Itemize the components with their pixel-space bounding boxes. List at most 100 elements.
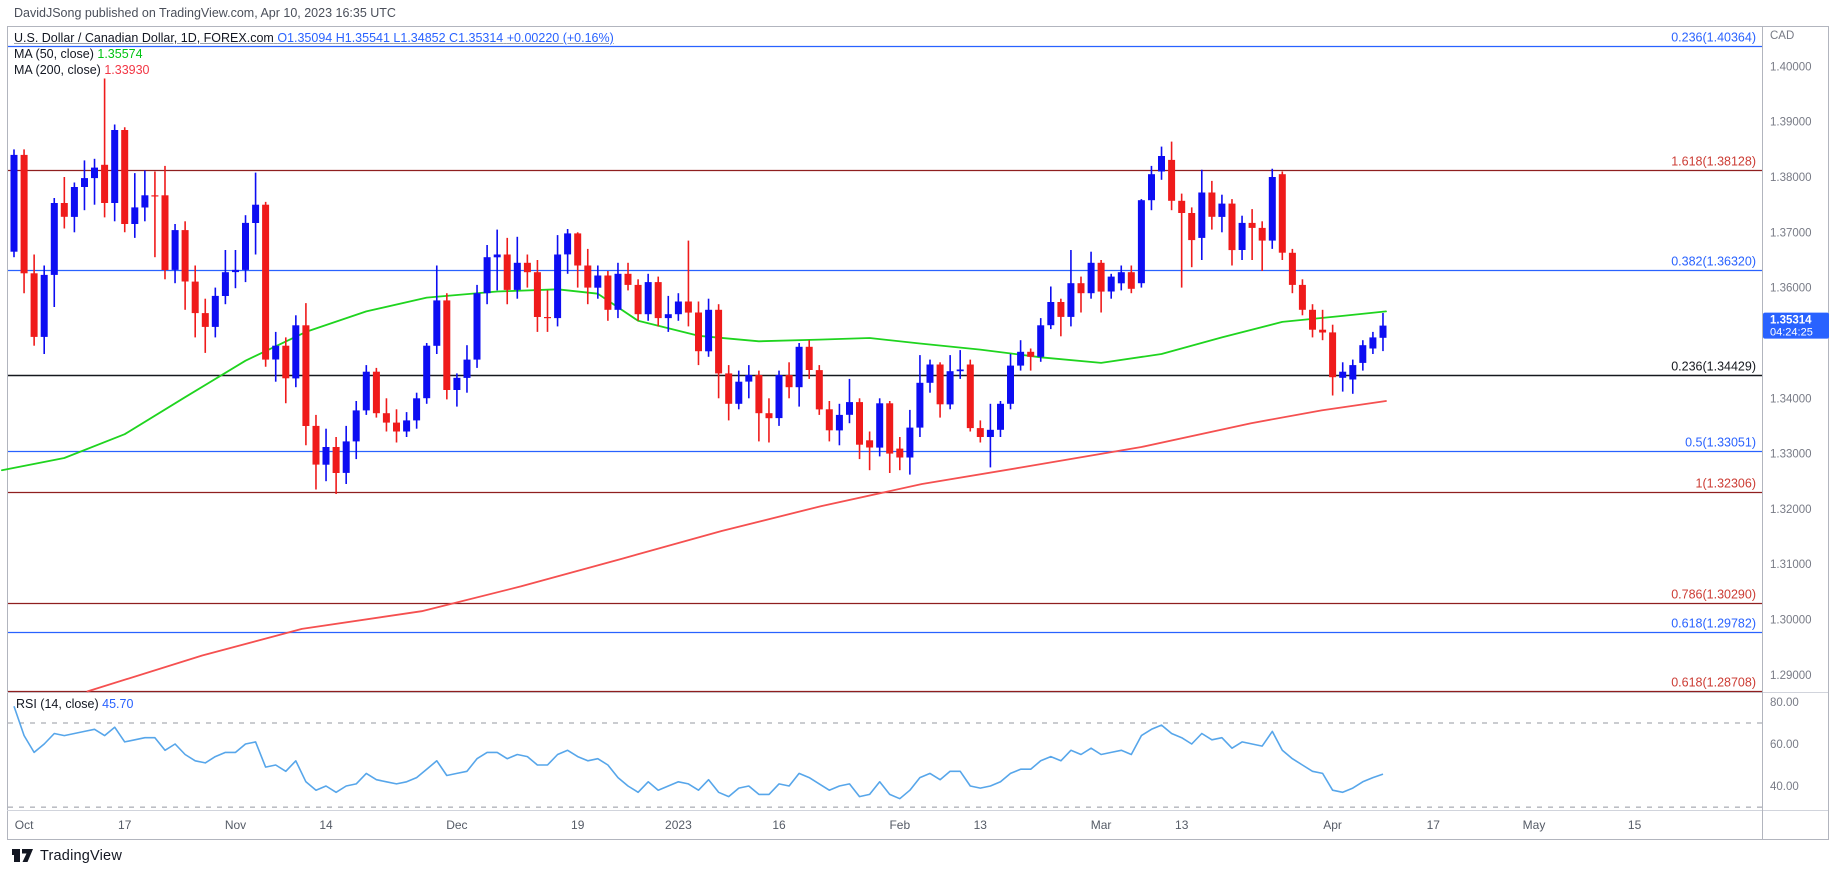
candle-body: [292, 325, 300, 379]
bar-countdown: 04:24:25: [1770, 327, 1813, 339]
candle-body: [846, 402, 853, 415]
candle-body: [946, 371, 954, 405]
time-axis-tick[interactable]: 17: [1427, 818, 1441, 832]
symbol-legend-row[interactable]: U.S. Dollar / Canadian Dollar, 1D, FOREX…: [14, 30, 614, 46]
ma200-legend-row[interactable]: MA (200, close) 1.33930: [14, 62, 614, 78]
candle-body: [1127, 272, 1135, 289]
candle-body: [805, 346, 813, 370]
candle-body: [463, 359, 471, 378]
candle-body: [544, 317, 551, 319]
candle-body: [1017, 351, 1025, 366]
candle-body: [574, 233, 582, 266]
time-axis-tick[interactable]: 2023: [665, 818, 692, 832]
candle-body: [1319, 329, 1327, 333]
candle-body: [40, 274, 48, 337]
candle-body: [1047, 302, 1055, 326]
candle-body: [896, 448, 904, 458]
time-axis-tick[interactable]: 13: [974, 818, 988, 832]
ma50-legend-row[interactable]: MA (50, close) 1.35574: [14, 46, 614, 62]
candle-body: [554, 254, 562, 319]
candle-body: [181, 230, 189, 282]
candle-body: [403, 420, 411, 432]
time-axis-tick[interactable]: 15: [1628, 818, 1642, 832]
tradingview-logo-icon: [12, 849, 33, 862]
ma50-label: MA (50, close): [14, 47, 94, 61]
time-axis-tick[interactable]: Apr: [1323, 818, 1342, 832]
candle-body: [876, 403, 884, 448]
fib-level-label: 0.5(1.33051): [1685, 436, 1756, 450]
price-scale-tick: 1.39000: [1770, 117, 1812, 129]
time-axis-tick[interactable]: Nov: [225, 818, 246, 832]
candle-body: [1278, 174, 1286, 253]
rsi-label: RSI (14, close): [16, 697, 99, 711]
time-axis-tick[interactable]: Mar: [1091, 818, 1112, 832]
candle-body: [684, 301, 692, 313]
rsi-legend-row[interactable]: RSI (14, close) 45.70: [16, 697, 133, 711]
time-axis-tick[interactable]: 19: [571, 818, 585, 832]
chart-frame: [7, 26, 1829, 840]
candle-body: [725, 373, 733, 404]
candle-body: [1168, 159, 1176, 201]
candle-body: [856, 402, 863, 445]
candle-body: [654, 282, 662, 319]
candle-body: [362, 371, 370, 411]
candle-body: [70, 187, 78, 217]
rsi-scale-tick: 60.00: [1770, 739, 1799, 751]
candle-body: [1188, 213, 1196, 241]
time-axis-tick[interactable]: May: [1523, 818, 1546, 832]
candle-body: [976, 428, 984, 437]
time-axis-tick[interactable]: Dec: [446, 818, 467, 832]
time-axis-tick[interactable]: 13: [1175, 818, 1189, 832]
candle-body: [1148, 174, 1155, 201]
candle-body: [1359, 345, 1367, 363]
ma50-line: [1, 288, 1387, 472]
candle-body: [232, 269, 239, 273]
price-scale-tick: 1.34000: [1770, 393, 1812, 405]
candle-body: [332, 447, 340, 473]
fib-level-label: 0.618(1.29782): [1671, 617, 1756, 631]
candle-body: [443, 300, 451, 390]
candle-body: [161, 195, 169, 270]
ohlc-open: O1.35094: [277, 31, 333, 45]
candle-body: [433, 300, 441, 346]
price-scale-currency: CAD: [1770, 30, 1794, 42]
time-axis-tick[interactable]: Oct: [15, 818, 34, 832]
candle-body: [1339, 371, 1347, 378]
candle-body: [111, 130, 119, 203]
candle-body: [131, 207, 139, 224]
fib-level-label: 1(1.32306): [1696, 477, 1756, 491]
tradingview-footer-link[interactable]: TradingView: [12, 847, 122, 864]
fib-level-label: 0.236(1.40364): [1671, 31, 1756, 45]
candle-body: [1087, 262, 1095, 294]
price-scale-tick: 1.33000: [1770, 449, 1812, 461]
candle-body: [755, 375, 763, 414]
candle-body: [302, 325, 310, 426]
candle-body: [513, 262, 521, 290]
time-axis-tick[interactable]: 16: [772, 818, 786, 832]
candle-body: [1137, 200, 1145, 284]
candle-body: [1067, 283, 1075, 317]
candle-body: [533, 272, 541, 317]
candle-body: [191, 281, 199, 314]
candle-body: [825, 409, 833, 431]
ma200-line: [86, 400, 1387, 693]
candle-body: [1107, 276, 1115, 292]
candle-body: [674, 301, 682, 315]
time-axis-tick[interactable]: 14: [319, 818, 333, 832]
candle-body: [201, 313, 209, 327]
rsi-scale-tick: 80.00: [1770, 697, 1799, 709]
candle-body: [1208, 192, 1216, 217]
time-axis-tick[interactable]: Feb: [889, 818, 910, 832]
candle-body: [745, 375, 753, 382]
candle-body: [916, 382, 924, 428]
candle-body: [1037, 325, 1045, 357]
candle-body: [1007, 365, 1014, 404]
price-scale-tick: 1.36000: [1770, 283, 1812, 295]
candle-body: [50, 203, 58, 275]
candle-body: [473, 293, 481, 360]
candle-series[interactable]: [10, 78, 1387, 495]
candle-body: [141, 195, 149, 208]
candle-body: [644, 282, 652, 315]
time-axis-tick[interactable]: 17: [118, 818, 132, 832]
